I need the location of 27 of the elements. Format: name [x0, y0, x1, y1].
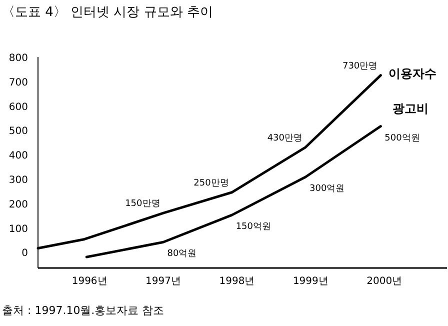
series-label: 광고비: [392, 101, 429, 116]
y-tick-label: 600: [8, 102, 28, 113]
x-tick-label: 1997년: [146, 276, 182, 287]
annotation: 500억원: [384, 133, 420, 144]
y-tick-label: 400: [8, 150, 28, 162]
x-tick-label: 1998년: [219, 276, 255, 287]
y-tick-label: 300: [8, 174, 28, 186]
line-series: [85, 125, 382, 258]
y-tick-label: 700: [8, 77, 28, 88]
y-tick-label: 100: [8, 224, 28, 235]
x-tick-label: 2000년: [366, 276, 402, 287]
source-note: 출처 : 1997.10월.홍보자료 참조: [2, 304, 164, 317]
x-tick-label: 1999년: [292, 276, 328, 287]
x-tick-label: 1996년: [72, 276, 108, 287]
annotation: 300억원: [310, 184, 345, 194]
annotation: 730만명: [342, 61, 378, 72]
y-tick-label: 0: [22, 248, 28, 260]
y-tick-label: 200: [8, 199, 28, 210]
y-tick-label: 500: [8, 126, 28, 138]
annotation: 430만명: [267, 133, 303, 144]
annotation: 80억원: [167, 249, 197, 260]
annotation: 250만명: [194, 178, 229, 188]
annotation: 150억원: [236, 222, 271, 232]
chart-title: 〈도표 4〉 인터넷 시장 규모와 추이: [2, 5, 213, 20]
annotation: 150만명: [125, 199, 160, 210]
y-tick-label: 800: [8, 53, 28, 64]
series-label: 이용자수: [388, 66, 437, 80]
